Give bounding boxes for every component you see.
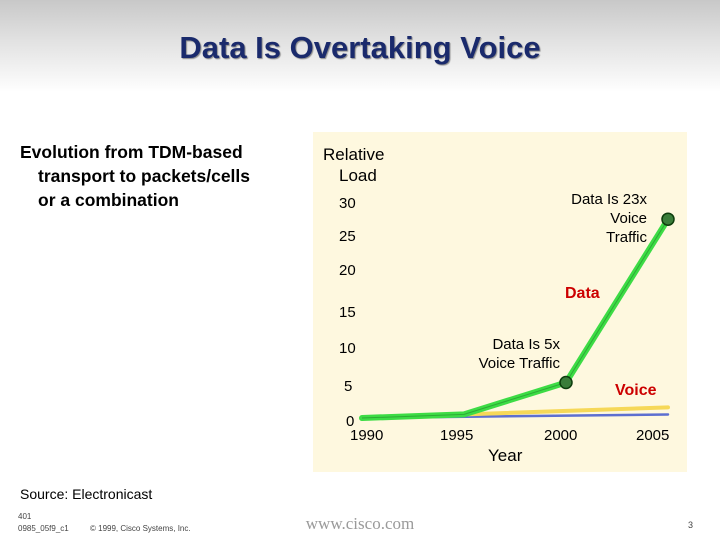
y-axis-label: Relative Load	[323, 144, 384, 186]
footer-url: www.cisco.com	[305, 514, 415, 533]
annotation-23x-line-3: Traffic	[606, 229, 647, 246]
y-axis-label-line-2: Load	[339, 166, 377, 185]
y-tick-15: 15	[339, 304, 356, 321]
annotation-23x-line-1: Data Is 23x	[571, 191, 647, 208]
y-tick-20: 20	[339, 262, 356, 279]
title-bar	[0, 0, 720, 92]
y-tick-30: 30	[339, 195, 356, 212]
voice-series-label: Voice	[615, 382, 657, 399]
bullet-text: Evolution from TDM-based transport to pa…	[20, 140, 300, 212]
footer-code-1: 401	[18, 512, 32, 521]
x-tick-2005: 2005	[636, 427, 670, 444]
x-axis-label: Year	[488, 446, 523, 465]
data-series-label: Data	[565, 285, 600, 302]
annotation-5x: Data Is 5x Voice Traffic	[479, 335, 560, 373]
y-tick-10: 10	[339, 340, 356, 357]
x-tick-1995: 1995	[440, 427, 474, 444]
y-tick-5: 5	[344, 378, 353, 395]
y-axis-label-line-1: Relative	[323, 145, 385, 164]
footer-code-2: 0985_05f9_c1	[18, 524, 69, 533]
page-number: 3	[688, 520, 694, 530]
source-note: Source: Electronicast	[20, 486, 153, 502]
x-tick-1990: 1990	[350, 427, 384, 444]
footer-copyright: © 1999, Cisco Systems, Inc.	[90, 524, 191, 533]
data-marker-2005	[661, 212, 675, 226]
y-tick-0: 0	[346, 413, 355, 430]
annotation-23x-line-2: Voice	[610, 210, 647, 227]
x-tick-2000: 2000	[544, 427, 578, 444]
slide-title: Data Is Overtaking Voice	[179, 30, 541, 65]
annotation-5x-line-2: Voice Traffic	[478, 355, 560, 372]
bullet-line-3: or a combination	[38, 190, 179, 210]
y-tick-25: 25	[339, 228, 356, 245]
bullet-line-1: Evolution from TDM-based	[20, 142, 243, 162]
annotation-23x: Data Is 23x Voice Traffic	[571, 190, 647, 247]
data-marker-2000	[559, 375, 573, 390]
annotation-5x-line-1: Data Is 5x	[492, 336, 560, 353]
bullet-line-2: transport to packets/cells	[38, 166, 251, 186]
data-series-line-shadow	[361, 218, 669, 419]
